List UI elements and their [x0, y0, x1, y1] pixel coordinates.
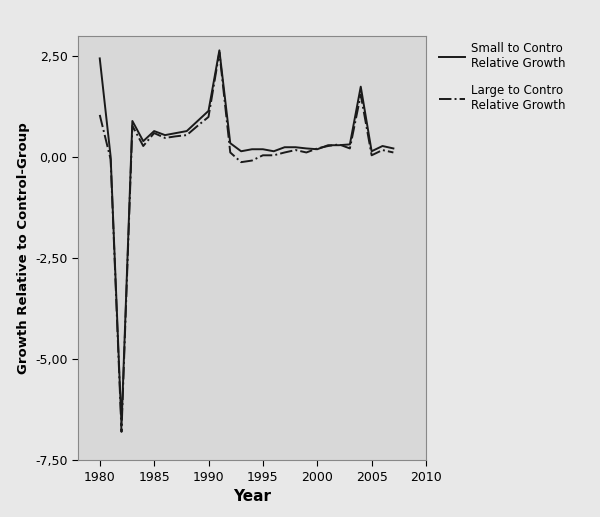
X-axis label: Year: Year — [233, 489, 271, 504]
Y-axis label: Growth Relative to Control-Group: Growth Relative to Control-Group — [17, 123, 29, 374]
Legend: Small to Contro
Relative Growth, Large to Contro
Relative Growth: Small to Contro Relative Growth, Large t… — [439, 42, 565, 112]
